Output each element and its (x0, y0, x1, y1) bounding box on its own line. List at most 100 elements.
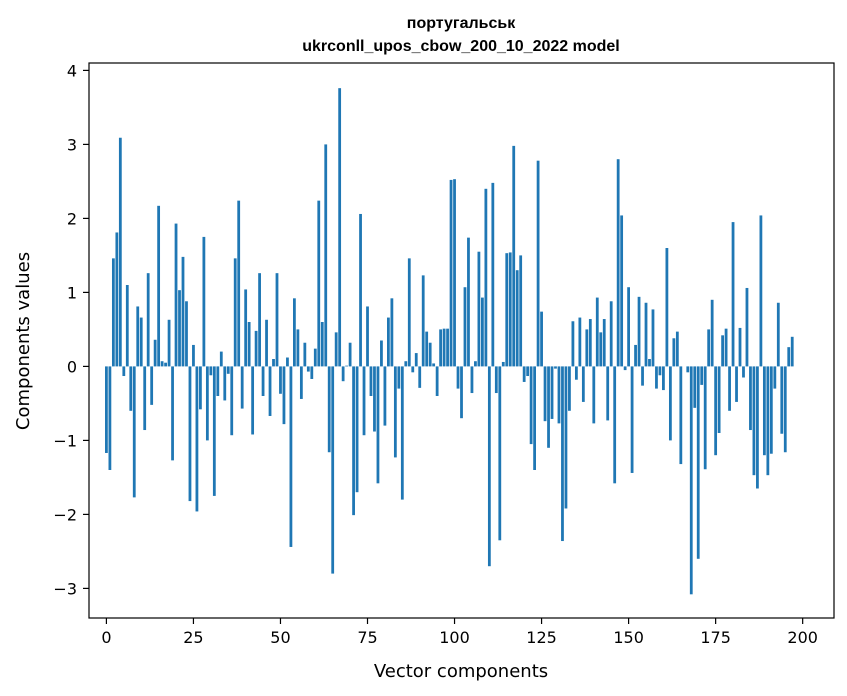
bar (407, 258, 411, 367)
bar (449, 179, 453, 367)
bar (526, 366, 530, 377)
bar (484, 188, 488, 367)
bar (108, 366, 112, 470)
y-tick-label: 4 (67, 61, 77, 80)
bar (536, 160, 540, 367)
bar (644, 302, 648, 367)
bar (296, 329, 300, 367)
bar (400, 366, 404, 500)
chart-title: португальськ (407, 15, 516, 32)
bar (724, 328, 728, 367)
bar (223, 366, 227, 401)
bar (164, 362, 167, 367)
bar (578, 317, 582, 367)
x-tick-label: 25 (183, 628, 203, 647)
chart-subtitle: ukrconll_upos_cbow_200_10_2022 model (302, 38, 619, 55)
bar (366, 306, 369, 367)
bar (769, 366, 773, 454)
bar (477, 251, 481, 367)
bar (334, 332, 338, 367)
bar (150, 366, 154, 405)
bar (721, 335, 724, 367)
bar (188, 366, 192, 502)
x-tick-label: 200 (787, 628, 818, 647)
bar (442, 328, 446, 367)
bar (494, 366, 498, 394)
bar (588, 319, 592, 367)
bar (279, 366, 282, 394)
bar (759, 215, 763, 367)
bar (599, 332, 603, 367)
bar (508, 252, 512, 367)
bar (672, 338, 676, 367)
bar (254, 330, 258, 367)
bar (202, 236, 206, 367)
bar (668, 366, 672, 441)
bar (491, 182, 495, 367)
bar (790, 336, 794, 367)
bar (404, 361, 408, 367)
bar (310, 366, 314, 379)
y-tick-label: 0 (67, 357, 77, 376)
bar (707, 329, 711, 367)
bar (752, 366, 756, 476)
x-axis-ticks: 0 25 50 75 100 125 150 175 200 (101, 618, 818, 647)
bar (240, 366, 244, 409)
bar (467, 237, 470, 367)
bar (414, 353, 418, 367)
bar (728, 366, 731, 411)
bar (585, 329, 589, 367)
bar (675, 331, 679, 367)
bar (550, 366, 554, 419)
x-tick-label: 150 (613, 628, 644, 647)
bar (634, 344, 637, 367)
bar (132, 366, 136, 498)
bar (320, 322, 324, 367)
bar (299, 366, 303, 399)
bar (118, 137, 122, 367)
bar (393, 366, 397, 458)
bar (387, 317, 390, 367)
bar (498, 366, 502, 541)
bar (192, 344, 195, 367)
bar (529, 366, 533, 445)
bar (209, 366, 213, 376)
x-tick-label: 50 (270, 628, 290, 647)
bar (700, 366, 704, 385)
bar (380, 340, 383, 367)
bar (439, 329, 443, 367)
bar (787, 347, 791, 367)
bar (460, 366, 463, 419)
bar (219, 351, 223, 367)
bar (167, 319, 171, 367)
bar (623, 366, 627, 371)
bar (265, 319, 268, 367)
bar (373, 366, 376, 432)
bar (620, 215, 624, 367)
bar (543, 366, 547, 422)
bar (756, 366, 759, 489)
bar (136, 306, 140, 367)
bar (352, 366, 355, 516)
bar (581, 366, 585, 402)
bar (515, 270, 519, 367)
bar (745, 287, 749, 367)
bar (244, 289, 248, 367)
bar (369, 366, 373, 396)
bar (261, 366, 265, 396)
bar (122, 366, 126, 377)
bar (185, 301, 188, 367)
bar (199, 366, 202, 410)
bar (338, 88, 342, 367)
bar (519, 255, 523, 367)
bar (230, 366, 234, 436)
bar (303, 342, 307, 367)
bar (456, 366, 460, 389)
bar (362, 366, 366, 436)
bar (648, 359, 651, 367)
bar (609, 301, 613, 367)
bar (533, 366, 536, 470)
bar (178, 290, 181, 367)
bar (512, 145, 516, 367)
bar (317, 200, 321, 367)
